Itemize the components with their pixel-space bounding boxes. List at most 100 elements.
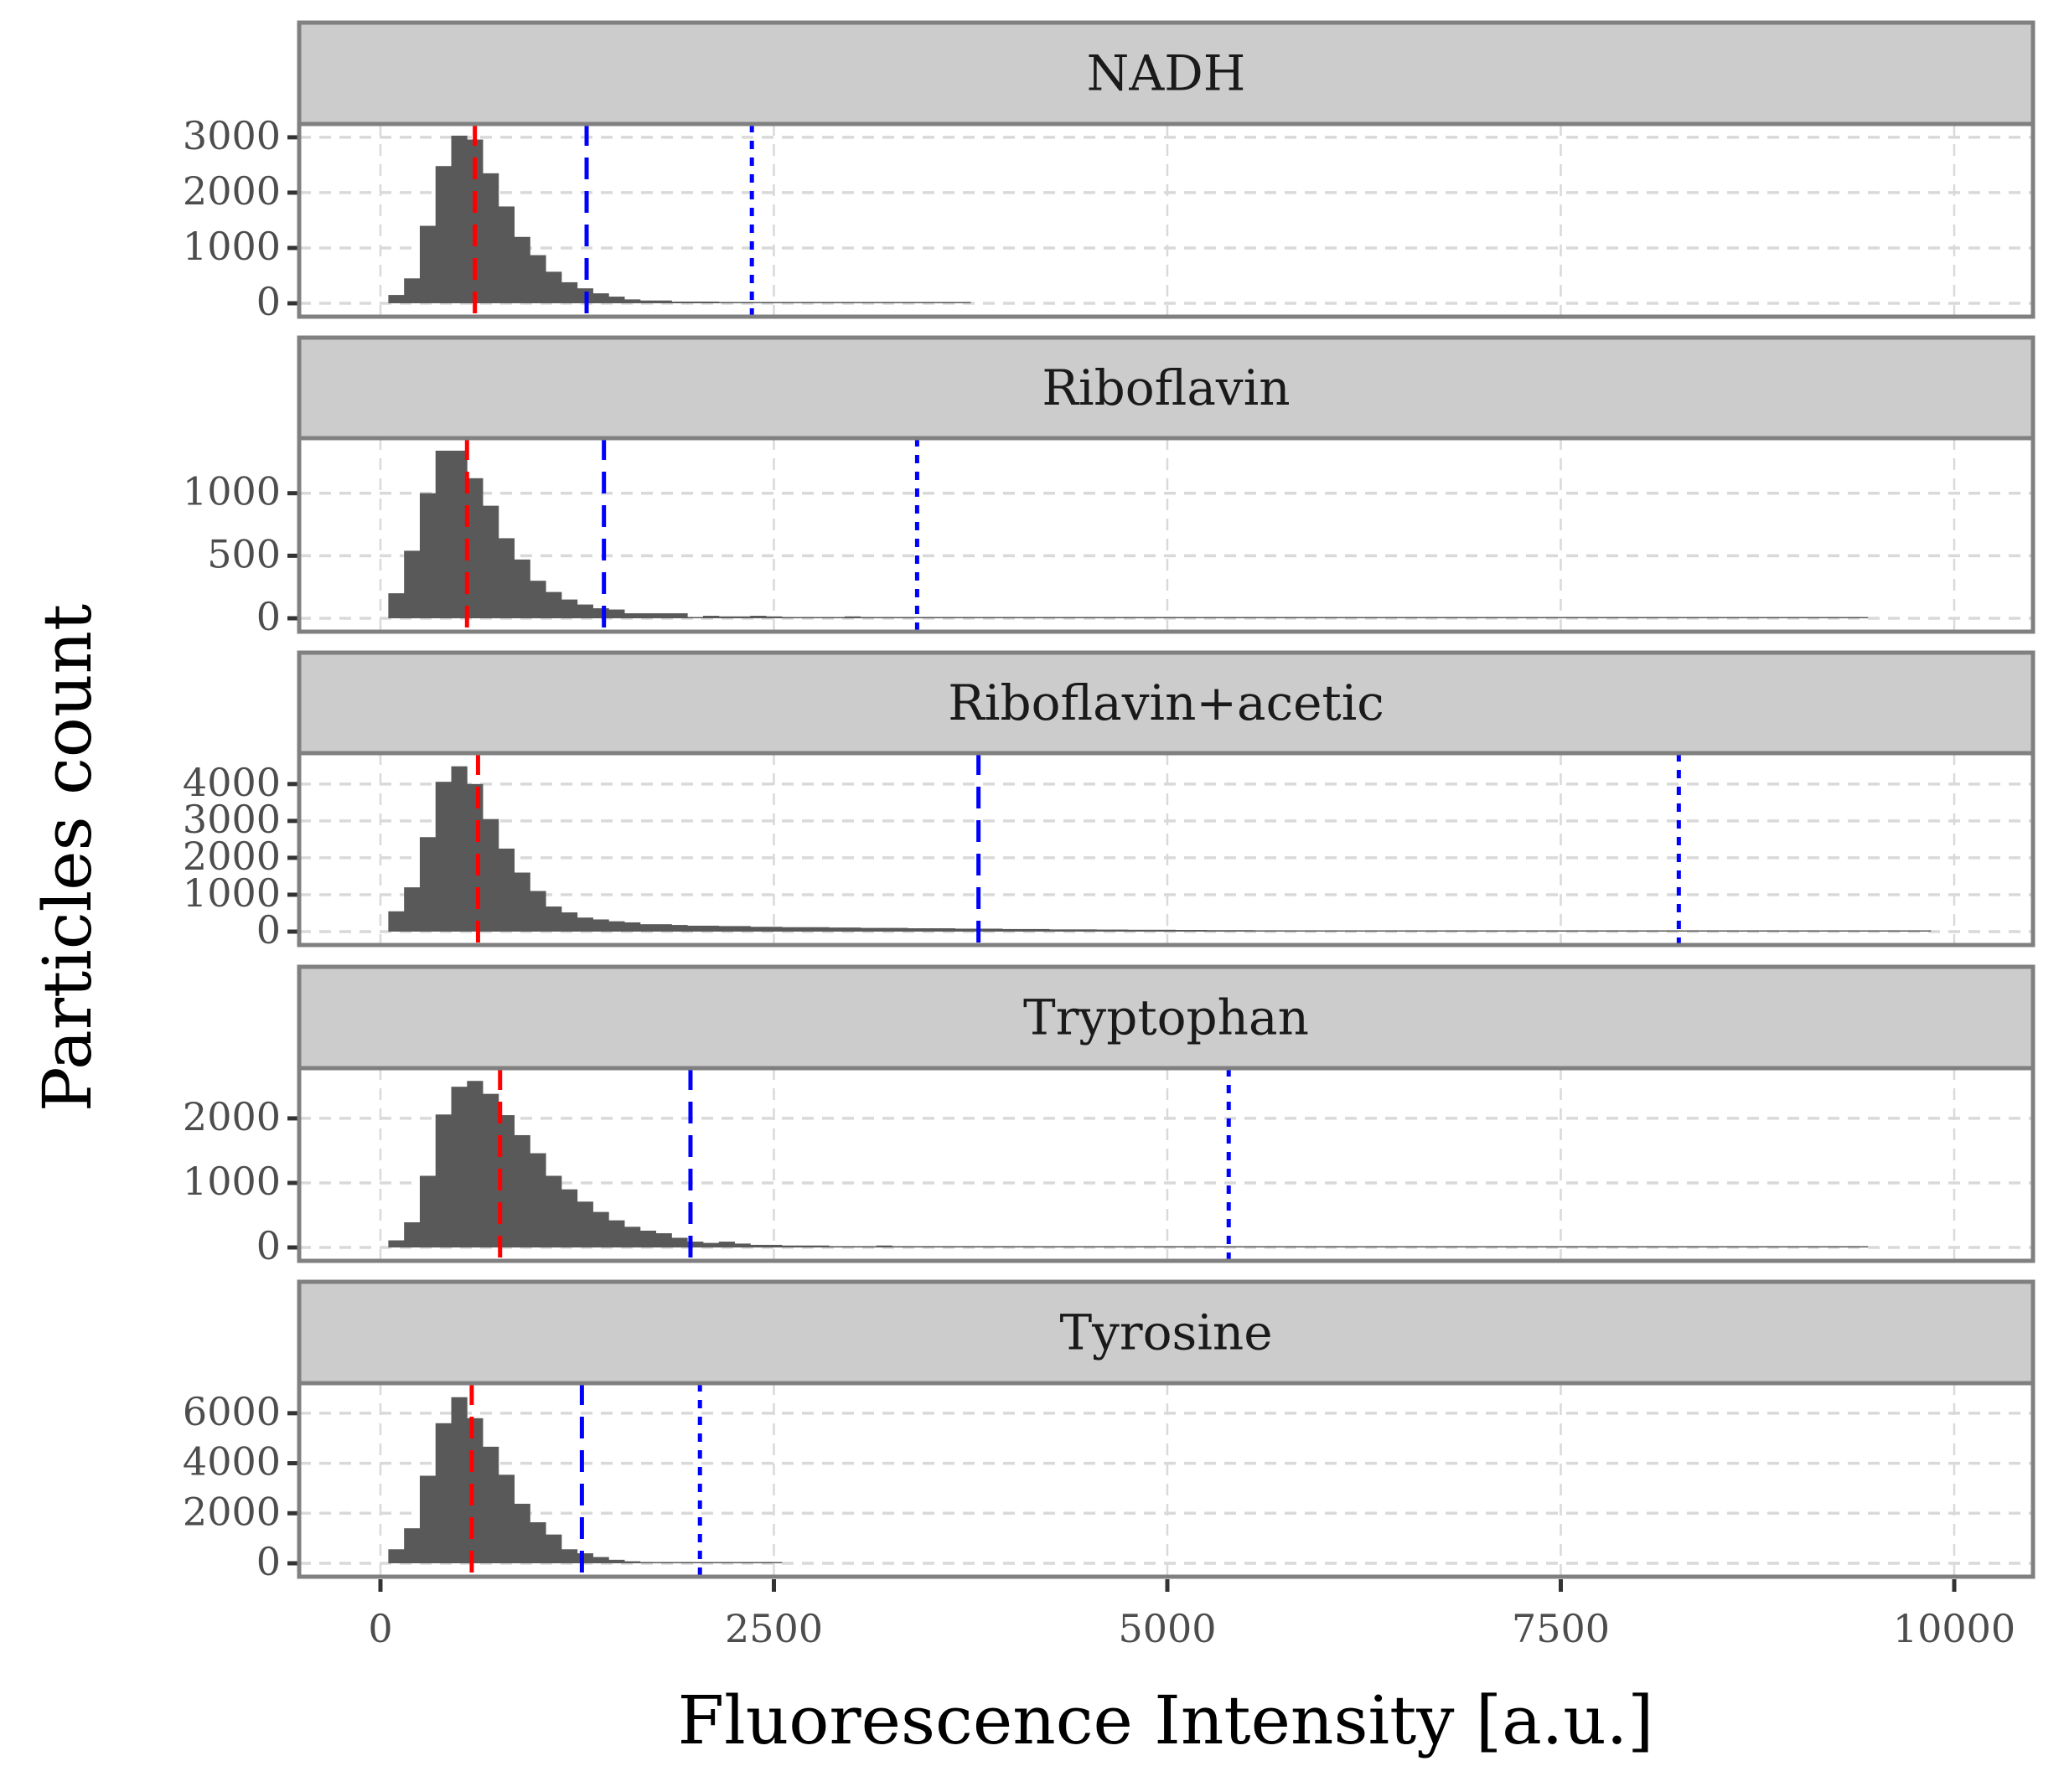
histogram-bar — [546, 906, 562, 932]
x-tick-label: 2500 — [725, 1606, 823, 1651]
histogram-bar — [687, 302, 704, 303]
histogram-bar — [451, 1397, 468, 1563]
histogram-bar — [483, 505, 499, 618]
histogram-bar — [624, 1227, 641, 1247]
histogram-bar — [1064, 929, 1082, 932]
histogram-bar — [655, 924, 672, 932]
histogram-bar — [608, 297, 625, 303]
histogram-bar — [1206, 617, 1223, 618]
histogram-bar — [1017, 617, 1034, 618]
histogram-bar — [734, 302, 751, 303]
histogram-bar — [1143, 1246, 1161, 1247]
histogram-bar — [1442, 1246, 1459, 1247]
histogram-bar — [1285, 1246, 1302, 1247]
histogram-bar — [1521, 930, 1538, 932]
histogram-bar — [1694, 617, 1711, 618]
panel-background — [299, 1383, 2033, 1577]
histogram-bar — [1537, 617, 1554, 618]
histogram-bar — [986, 617, 1003, 618]
histogram-bar — [1474, 1246, 1491, 1247]
histogram-bar — [1191, 930, 1208, 932]
y-tick-label: 2000 — [183, 1094, 281, 1139]
histogram-bar — [702, 925, 720, 932]
histogram-bar — [923, 617, 940, 618]
histogram-bar — [1411, 617, 1428, 618]
histogram-bar — [419, 1475, 437, 1563]
histogram-bar — [1332, 617, 1349, 618]
histogram-bar — [1820, 930, 1837, 932]
histogram-bar — [467, 783, 484, 932]
histogram-bar — [1206, 1246, 1223, 1247]
histogram-bar — [1426, 1246, 1444, 1247]
histogram-bar — [1474, 930, 1491, 932]
histogram-bar — [1206, 930, 1223, 932]
histogram-bar — [1411, 1246, 1428, 1247]
histogram-bar — [1301, 617, 1317, 618]
histogram-bar — [718, 302, 735, 303]
histogram-bar — [498, 848, 515, 932]
histogram-bar — [876, 617, 892, 618]
histogram-bar — [939, 617, 955, 618]
histogram-bar — [404, 550, 421, 618]
histogram-bar — [750, 927, 767, 932]
x-tick-label: 5000 — [1118, 1606, 1216, 1651]
histogram-bar — [970, 617, 987, 618]
histogram-bar — [514, 1134, 530, 1247]
histogram-bar — [1568, 617, 1586, 618]
histogram-bar — [766, 927, 783, 932]
histogram-bar — [1363, 1246, 1380, 1247]
histogram-bar — [845, 616, 861, 618]
histogram-bar — [829, 1246, 846, 1247]
histogram-bar — [404, 1221, 421, 1247]
x-tick-label: 0 — [368, 1606, 392, 1651]
histogram-bar — [892, 927, 908, 932]
histogram-bar — [1820, 617, 1837, 618]
histogram-bar — [1270, 617, 1286, 618]
histogram-bar — [1600, 930, 1617, 932]
histogram-bar — [954, 302, 971, 303]
facet-strip — [297, 964, 2036, 1071]
x-axis: 0 2500 5000 7500 10000 — [368, 1579, 2015, 1651]
histogram-bar — [546, 591, 562, 618]
facet-panel: Riboflavin 0 500 1000 — [183, 335, 2036, 639]
histogram-bar — [1175, 617, 1192, 618]
histogram-bar — [1725, 1246, 1742, 1247]
facet-strip-label: Riboflavin+acetic — [948, 674, 1384, 731]
histogram-bar — [1851, 1246, 1869, 1247]
histogram-bar — [1426, 617, 1444, 618]
histogram-bar — [1348, 930, 1365, 932]
y-tick-label: 2000 — [183, 834, 281, 879]
histogram-bar — [483, 819, 499, 932]
histogram-bar — [1128, 929, 1145, 932]
histogram-bar — [655, 613, 672, 618]
histogram-bar — [923, 928, 940, 932]
histogram-bar — [1317, 1246, 1333, 1247]
histogram-bar — [592, 293, 609, 303]
histogram-bar — [546, 1175, 562, 1247]
histogram-bar — [1064, 1246, 1082, 1247]
histogram-bar — [702, 302, 720, 303]
histogram-bar — [908, 1246, 924, 1247]
y-tick-label: 0 — [256, 594, 281, 639]
histogram-bar — [1553, 617, 1570, 618]
histogram-bar — [1112, 929, 1129, 932]
histogram-bar — [1363, 617, 1380, 618]
histogram-bar — [467, 478, 484, 618]
histogram-bar — [388, 593, 405, 618]
histogram-bar — [1883, 930, 1900, 932]
histogram-bar — [546, 1534, 562, 1563]
panel-border — [297, 121, 2036, 319]
histogram-bar — [435, 450, 452, 618]
histogram-bar — [483, 1093, 499, 1247]
histogram-bar — [845, 302, 861, 303]
histogram-bar — [1584, 930, 1601, 932]
panel-border — [297, 1381, 2036, 1579]
panel-border — [297, 1066, 2036, 1263]
histogram-bar — [467, 139, 484, 303]
y-tick-label: 2000 — [183, 1489, 281, 1534]
histogram-bar — [530, 581, 546, 618]
histogram-bar — [1238, 930, 1254, 932]
histogram-bar — [1489, 617, 1507, 618]
histogram-bar — [1804, 930, 1821, 932]
